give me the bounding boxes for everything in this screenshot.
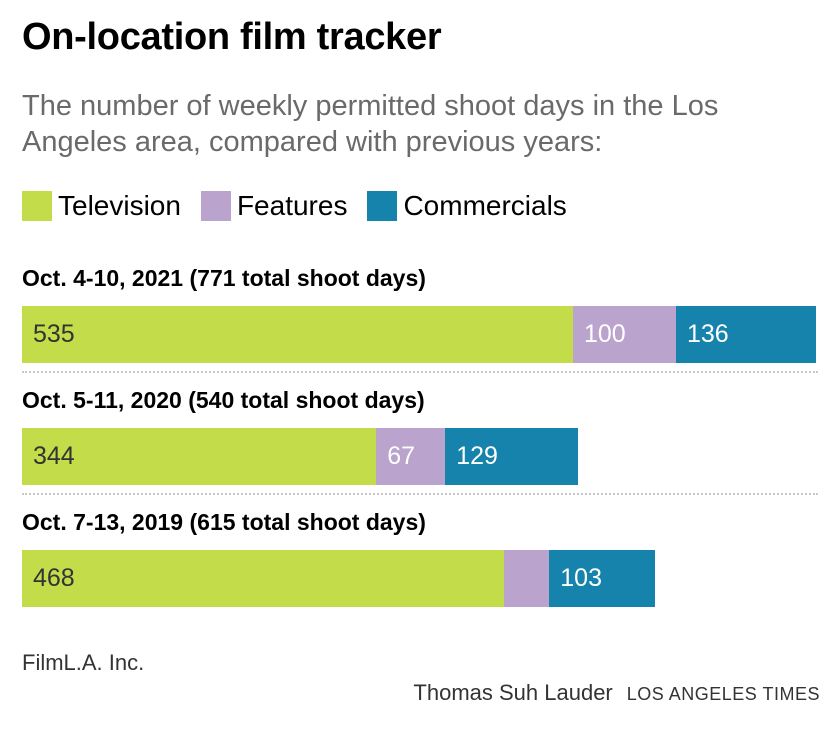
group-divider <box>22 371 818 373</box>
stacked-bar: 344 67 129 <box>22 428 822 485</box>
bar-segment-commercials: 129 <box>445 428 579 485</box>
bar-group-label: Oct. 5-11, 2020 (540 total shoot days) <box>22 387 425 413</box>
bar-value-label: 129 <box>456 442 498 470</box>
bar-value-label: 136 <box>686 320 729 348</box>
bar-segment-commercials: 103 <box>549 550 656 607</box>
legend-item-commercials: Commercials <box>367 190 567 222</box>
bar-segment-television: 535 <box>22 306 573 363</box>
group-divider <box>22 493 818 495</box>
bar-segment-features: 67 <box>376 428 446 485</box>
credit-line: Thomas Suh Lauder LOS ANGELES TIMES <box>413 680 820 706</box>
bar-segment-television: 344 <box>22 428 377 485</box>
chart-title: On-location film tracker <box>22 16 442 58</box>
bar-group-label: Oct. 4-10, 2021 (771 total shoot days) <box>22 265 426 291</box>
bar-group-3: Oct. 7-13, 2019 (615 total shoot days) 46… <box>22 507 822 607</box>
bar-segment-commercials: 136 <box>675 306 816 363</box>
bar-value-label: 535 <box>33 320 75 348</box>
bar-segment-features <box>503 550 550 607</box>
source-note: FilmL.A. Inc. <box>22 650 145 675</box>
bar-segment-features: 100 <box>572 306 676 363</box>
legend-item-features: Features <box>200 190 348 222</box>
credit-author: Thomas Suh Lauder <box>413 680 613 705</box>
stacked-bar: 535 100 136 <box>22 306 822 363</box>
legend-swatch-television <box>22 191 52 221</box>
legend-swatch-features <box>200 191 231 221</box>
legend: Television Features Commercials <box>22 190 587 222</box>
bar-group-1: Oct. 4-10, 2021 (771 total shoot days) 53… <box>22 263 822 363</box>
bar-value-label: 344 <box>33 442 75 470</box>
bar-value-label: 100 <box>583 320 626 348</box>
bar-value-label: 103 <box>560 564 602 592</box>
bar-group-label: Oct. 7-13, 2019 (615 total shoot days) <box>22 509 426 535</box>
bar-group-2: Oct. 5-11, 2020 (540 total shoot days) 34… <box>22 385 822 485</box>
legend-item-television: Television <box>22 190 181 222</box>
credit-org: LOS ANGELES TIMES <box>626 684 820 704</box>
legend-label-television: Television <box>58 190 181 221</box>
stacked-bar: 468 103 <box>22 550 822 607</box>
legend-label-features: Features <box>236 190 348 221</box>
legend-label-commercials: Commercials <box>403 190 567 221</box>
bar-value-label: 468 <box>33 564 75 592</box>
legend-swatch-commercials <box>367 191 398 221</box>
chart-subtitle: The number of weekly permitted shoot day… <box>22 90 719 158</box>
bar-segment-television: 468 <box>22 550 504 607</box>
bar-value-label: 67 <box>387 442 416 470</box>
